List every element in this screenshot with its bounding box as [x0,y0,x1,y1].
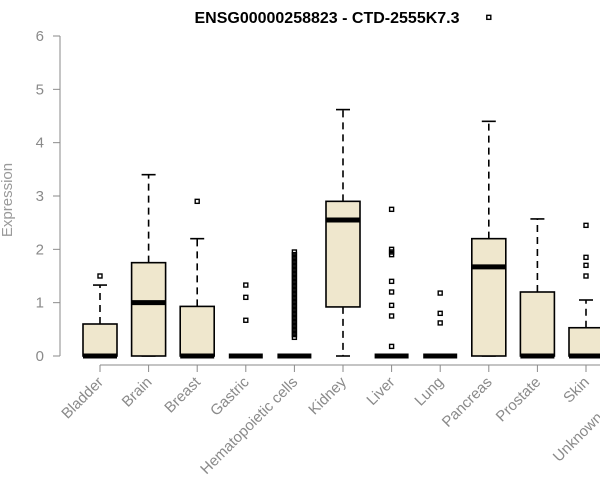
x-tick-label: Prostate [493,374,545,426]
outlier-point [243,317,249,323]
box [82,323,118,357]
box-group [470,14,507,357]
outlier-point [388,343,395,350]
plot-area [82,14,600,359]
outlier-point [388,302,395,309]
box-group [568,222,600,359]
outlier-point [486,14,492,21]
outlier-point [97,273,103,279]
outlier-point [583,254,589,261]
outlier-point [291,249,298,255]
y-tick-label: 2 [36,241,44,258]
x-tick-label: Bladder [58,374,107,423]
outlier-point [437,310,443,317]
x-tick-label: Brain [119,374,156,411]
x-tick-label: Gastric [207,373,253,419]
outlier-point [243,294,249,301]
x-tick-label: Pancreas [439,374,496,431]
y-tick-label: 5 [36,81,44,98]
box-group [277,249,312,359]
x-tick-label: Kidney [305,373,350,418]
outlier-point [243,282,249,288]
outlier-point [388,313,395,319]
outlier-point [583,273,589,279]
outlier-point [194,198,200,205]
box-group [374,206,409,359]
box [179,305,215,357]
box [519,291,556,357]
outlier-point [388,246,395,253]
y-axis-label: Expression [0,163,16,237]
box [470,237,507,357]
y-tick-label: 4 [36,135,44,152]
x-tick-label: Liver [363,374,398,409]
outlier-point [583,262,589,269]
box [568,326,600,357]
box-group [423,290,458,359]
outlier-point [388,206,395,213]
chart-title: ENSG00000258823 - CTD-2555K7.3 [194,10,459,27]
outlier-point [388,289,395,295]
y-tick-label: 0 [36,348,44,365]
box-group [179,198,215,359]
x-tick-label: Lung [411,374,447,410]
outlier-point [388,278,395,285]
y-tick-label: 6 [36,28,44,45]
box-group [130,173,167,357]
y-axis: 0 1 2 3 4 5 6 [36,28,61,365]
box-group [82,273,118,359]
box [325,200,361,308]
x-tick-label: Hematopoietic cells [197,374,301,478]
x-tick-label: Skin [560,374,593,407]
y-tick-label: 1 [36,295,44,312]
y-tick-label: 3 [36,188,44,205]
box [130,261,167,357]
x-tick-label: Breast [161,373,204,416]
outlier-point [437,290,443,296]
outlier-point [437,320,443,326]
box-group [519,218,556,359]
outlier-point [583,222,589,229]
box-group [228,282,263,359]
box-group [325,108,361,357]
